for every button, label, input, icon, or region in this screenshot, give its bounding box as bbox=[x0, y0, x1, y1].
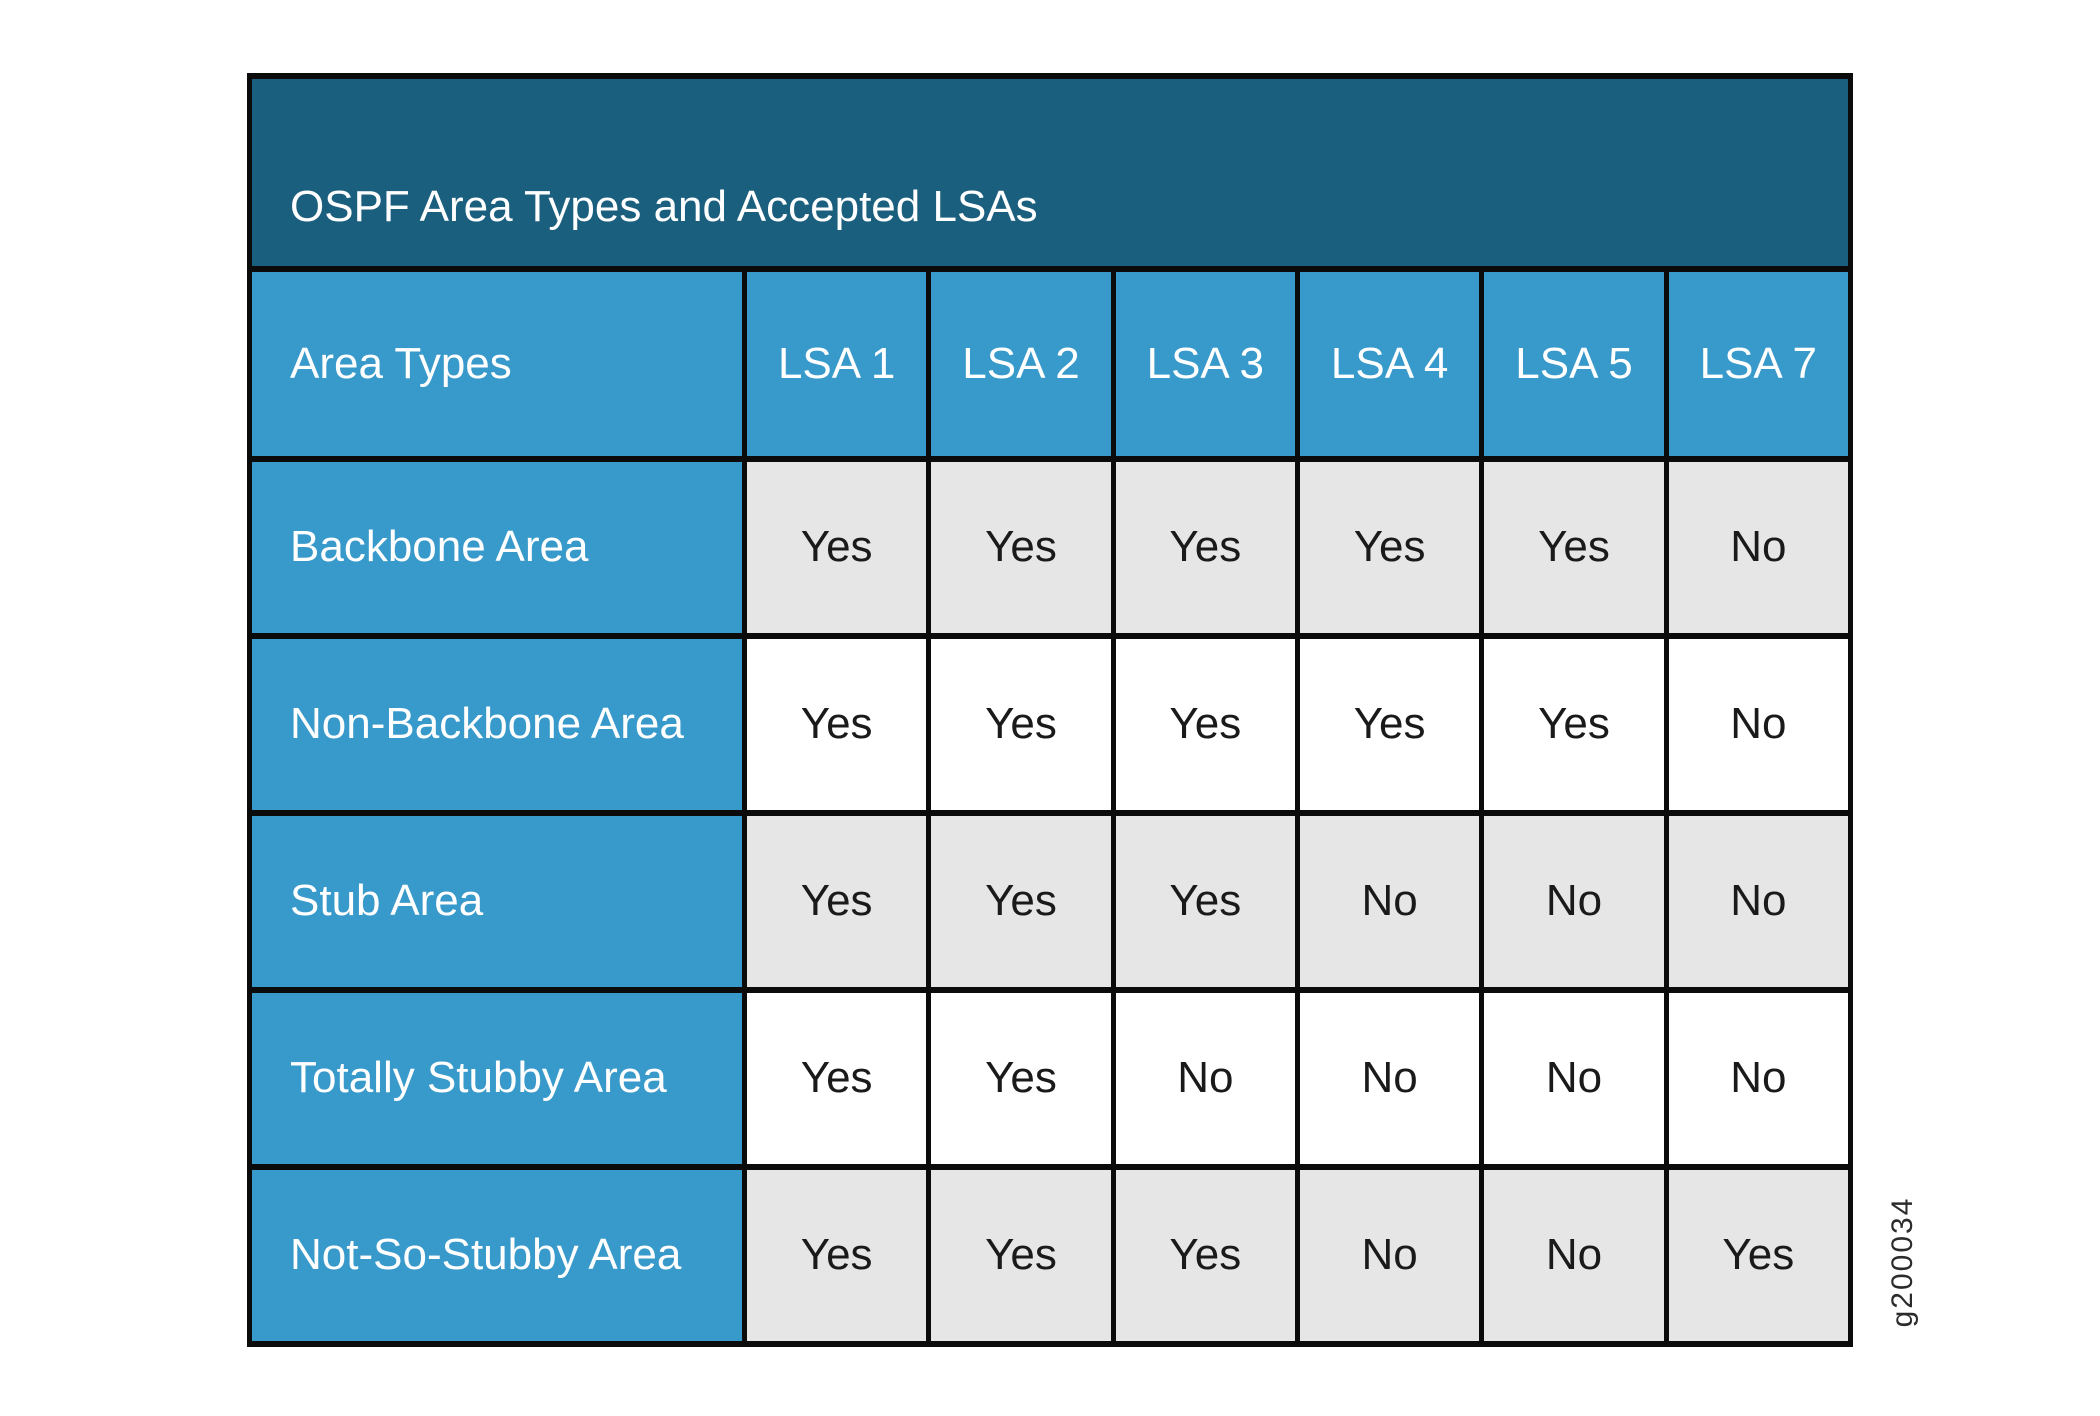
table-title: OSPF Area Types and Accepted LSAs bbox=[247, 73, 1853, 272]
table-row-not-so-stubby: Not-So-Stubby Area Yes Yes Yes No No Yes bbox=[247, 1164, 1854, 1347]
value-cell: No bbox=[1663, 456, 1854, 639]
value-cell: Yes bbox=[1110, 1164, 1300, 1347]
value-cell: Yes bbox=[1110, 810, 1300, 993]
value-cell: Yes bbox=[926, 633, 1116, 816]
column-header-lsa2: LSA 2 bbox=[926, 266, 1116, 462]
value-cell: No bbox=[1663, 987, 1854, 1170]
figure-id-label: g200034 bbox=[1886, 1196, 1919, 1328]
value-cell: No bbox=[1294, 810, 1485, 993]
row-label: Backbone Area bbox=[247, 456, 747, 639]
table-row-backbone: Backbone Area Yes Yes Yes Yes Yes No bbox=[247, 456, 1854, 639]
row-label: Non-Backbone Area bbox=[247, 633, 747, 816]
value-cell: Yes bbox=[926, 810, 1116, 993]
table-row-non-backbone: Non-Backbone Area Yes Yes Yes Yes Yes No bbox=[247, 633, 1854, 816]
column-header-lsa4: LSA 4 bbox=[1294, 266, 1485, 462]
table-row-stub: Stub Area Yes Yes Yes No No No bbox=[247, 810, 1854, 993]
table-row-totally-stubby: Totally Stubby Area Yes Yes No No No No bbox=[247, 987, 1854, 1170]
value-cell: Yes bbox=[926, 456, 1116, 639]
value-cell: Yes bbox=[1294, 456, 1485, 639]
value-cell: No bbox=[1663, 810, 1854, 993]
value-cell: Yes bbox=[1110, 456, 1300, 639]
value-cell: No bbox=[1110, 987, 1300, 1170]
value-cell: Yes bbox=[1110, 633, 1300, 816]
value-cell: Yes bbox=[741, 1164, 932, 1347]
row-label: Totally Stubby Area bbox=[247, 987, 747, 1170]
value-cell: No bbox=[1479, 987, 1669, 1170]
value-cell: Yes bbox=[1663, 1164, 1854, 1347]
value-cell: Yes bbox=[1294, 633, 1485, 816]
value-cell: Yes bbox=[1479, 456, 1669, 639]
column-header-lsa1: LSA 1 bbox=[741, 266, 932, 462]
table-title-row: OSPF Area Types and Accepted LSAs bbox=[247, 73, 1853, 272]
row-label: Stub Area bbox=[247, 810, 747, 993]
value-cell: No bbox=[1479, 1164, 1669, 1347]
ospf-lsa-table: OSPF Area Types and Accepted LSAs Area T… bbox=[247, 73, 1854, 1347]
value-cell: Yes bbox=[1479, 633, 1669, 816]
column-header-lsa5: LSA 5 bbox=[1479, 266, 1669, 462]
table-header-row: Area Types LSA 1 LSA 2 LSA 3 LSA 4 LSA 5… bbox=[247, 266, 1854, 462]
value-cell: Yes bbox=[741, 633, 932, 816]
value-cell: No bbox=[1663, 633, 1854, 816]
value-cell: Yes bbox=[741, 987, 932, 1170]
value-cell: Yes bbox=[926, 987, 1116, 1170]
row-label: Not-So-Stubby Area bbox=[247, 1164, 747, 1347]
column-header-lsa7: LSA 7 bbox=[1663, 266, 1854, 462]
value-cell: Yes bbox=[741, 810, 932, 993]
column-header-area-types: Area Types bbox=[247, 266, 747, 462]
column-header-lsa3: LSA 3 bbox=[1110, 266, 1300, 462]
value-cell: Yes bbox=[741, 456, 932, 639]
value-cell: No bbox=[1294, 1164, 1485, 1347]
value-cell: No bbox=[1479, 810, 1669, 993]
value-cell: No bbox=[1294, 987, 1485, 1170]
value-cell: Yes bbox=[926, 1164, 1116, 1347]
